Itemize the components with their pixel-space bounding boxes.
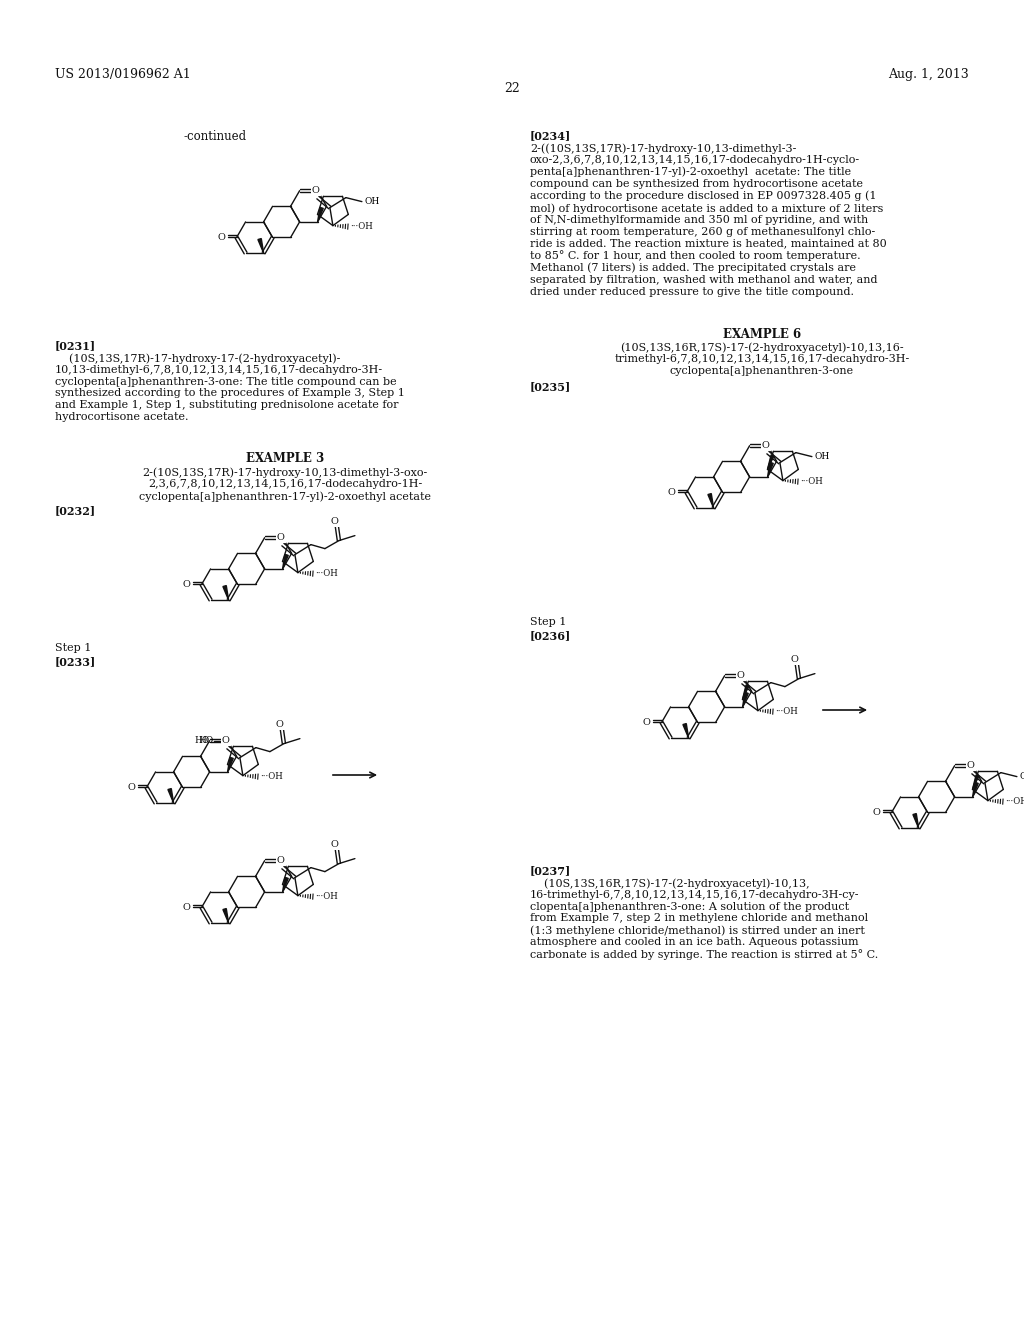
Polygon shape xyxy=(913,813,919,828)
Polygon shape xyxy=(973,775,979,789)
Text: [0232]: [0232] xyxy=(55,506,96,516)
Text: O: O xyxy=(737,671,744,680)
Text: OH: OH xyxy=(1020,772,1024,781)
Text: (10S,13S,17R)-17-hydroxy-17-(2-hydroxyacetyl)-
10,13-dimethyl-6,7,8,10,12,13,14,: (10S,13S,17R)-17-hydroxy-17-(2-hydroxyac… xyxy=(55,352,404,421)
Text: O: O xyxy=(182,903,190,912)
Polygon shape xyxy=(223,586,228,601)
Text: O: O xyxy=(276,533,285,543)
Text: ···OH: ···OH xyxy=(260,772,283,781)
Text: ···OH: ···OH xyxy=(315,892,338,902)
Text: ···OH: ···OH xyxy=(350,222,373,231)
Text: Step 1: Step 1 xyxy=(530,616,566,627)
Text: cyclopenta[a]phenanthren-3-one: cyclopenta[a]phenanthren-3-one xyxy=(670,366,854,376)
Text: [0236]: [0236] xyxy=(530,630,571,642)
Text: O: O xyxy=(668,488,676,496)
Text: EXAMPLE 6: EXAMPLE 6 xyxy=(723,327,801,341)
Polygon shape xyxy=(768,455,774,470)
Polygon shape xyxy=(742,685,749,700)
Polygon shape xyxy=(258,239,263,253)
Text: OH: OH xyxy=(365,197,380,206)
Polygon shape xyxy=(168,788,174,803)
Text: ···OH: ···OH xyxy=(800,477,822,486)
Text: ···OH: ···OH xyxy=(315,569,338,578)
Text: Aug. 1, 2013: Aug. 1, 2013 xyxy=(888,69,969,81)
Text: O: O xyxy=(331,840,339,849)
Text: [0234]: [0234] xyxy=(530,129,571,141)
Text: 2-(10S,13S,17R)-17-hydroxy-10,13-dimethyl-3-oxo-: 2-(10S,13S,17R)-17-hydroxy-10,13-dimethy… xyxy=(142,467,428,478)
Text: (10S,13S,16R,17S)-17-(2-hydroxyacetyl)-10,13,
16-trimethyl-6,7,8,10,12,13,14,15,: (10S,13S,16R,17S)-17-(2-hydroxyacetyl)-1… xyxy=(530,878,879,960)
Polygon shape xyxy=(283,554,289,569)
Text: (10S,13S,16R,17S)-17-(2-hydroxyacetyl)-10,13,16-: (10S,13S,16R,17S)-17-(2-hydroxyacetyl)-1… xyxy=(621,342,904,352)
Text: O: O xyxy=(872,808,881,817)
Text: O: O xyxy=(791,655,799,664)
Text: OH: OH xyxy=(815,453,830,461)
Polygon shape xyxy=(223,908,228,923)
Polygon shape xyxy=(708,494,714,508)
Text: 22: 22 xyxy=(504,82,520,95)
Text: O: O xyxy=(312,186,319,195)
Polygon shape xyxy=(973,783,978,797)
Text: O: O xyxy=(643,718,650,727)
Text: [0231]: [0231] xyxy=(55,341,96,351)
Text: [0237]: [0237] xyxy=(530,865,571,876)
Text: 2,3,6,7,8,10,12,13,14,15,16,17-dodecahydro-1H-: 2,3,6,7,8,10,12,13,14,15,16,17-dodecahyd… xyxy=(147,479,422,488)
Text: HO: HO xyxy=(195,737,210,746)
Text: O: O xyxy=(182,579,190,589)
Text: O: O xyxy=(762,441,770,450)
Text: ···OH: ···OH xyxy=(775,708,798,717)
Text: 2-((10S,13S,17R)-17-hydroxy-10,13-dimethyl-3-
oxo-2,3,6,7,8,10,12,13,14,15,16,17: 2-((10S,13S,17R)-17-hydroxy-10,13-dimeth… xyxy=(530,143,887,297)
Polygon shape xyxy=(317,207,324,222)
Text: HO: HO xyxy=(199,737,214,746)
Text: O: O xyxy=(222,737,229,744)
Text: trimethyl-6,7,8,10,12,13,14,15,16,17-decahydro-3H-: trimethyl-6,7,8,10,12,13,14,15,16,17-dec… xyxy=(614,354,909,364)
Text: ···OH: ···OH xyxy=(1005,797,1024,807)
Text: -continued: -continued xyxy=(183,129,247,143)
Text: US 2013/0196962 A1: US 2013/0196962 A1 xyxy=(55,69,190,81)
Text: O: O xyxy=(331,517,339,527)
Polygon shape xyxy=(283,878,289,892)
Text: [0235]: [0235] xyxy=(530,381,571,392)
Polygon shape xyxy=(683,723,688,738)
Text: [0233]: [0233] xyxy=(55,656,96,667)
Text: O: O xyxy=(967,762,975,770)
Polygon shape xyxy=(742,693,749,708)
Text: EXAMPLE 3: EXAMPLE 3 xyxy=(246,451,325,465)
Text: Step 1: Step 1 xyxy=(55,643,91,653)
Polygon shape xyxy=(768,462,773,477)
Text: cyclopenta[a]phenanthren-17-yl)-2-oxoethyl acetate: cyclopenta[a]phenanthren-17-yl)-2-oxoeth… xyxy=(139,491,431,502)
Text: O: O xyxy=(276,857,285,865)
Text: O: O xyxy=(128,783,135,792)
Polygon shape xyxy=(227,758,233,772)
Text: O: O xyxy=(218,232,225,242)
Text: O: O xyxy=(275,721,284,729)
